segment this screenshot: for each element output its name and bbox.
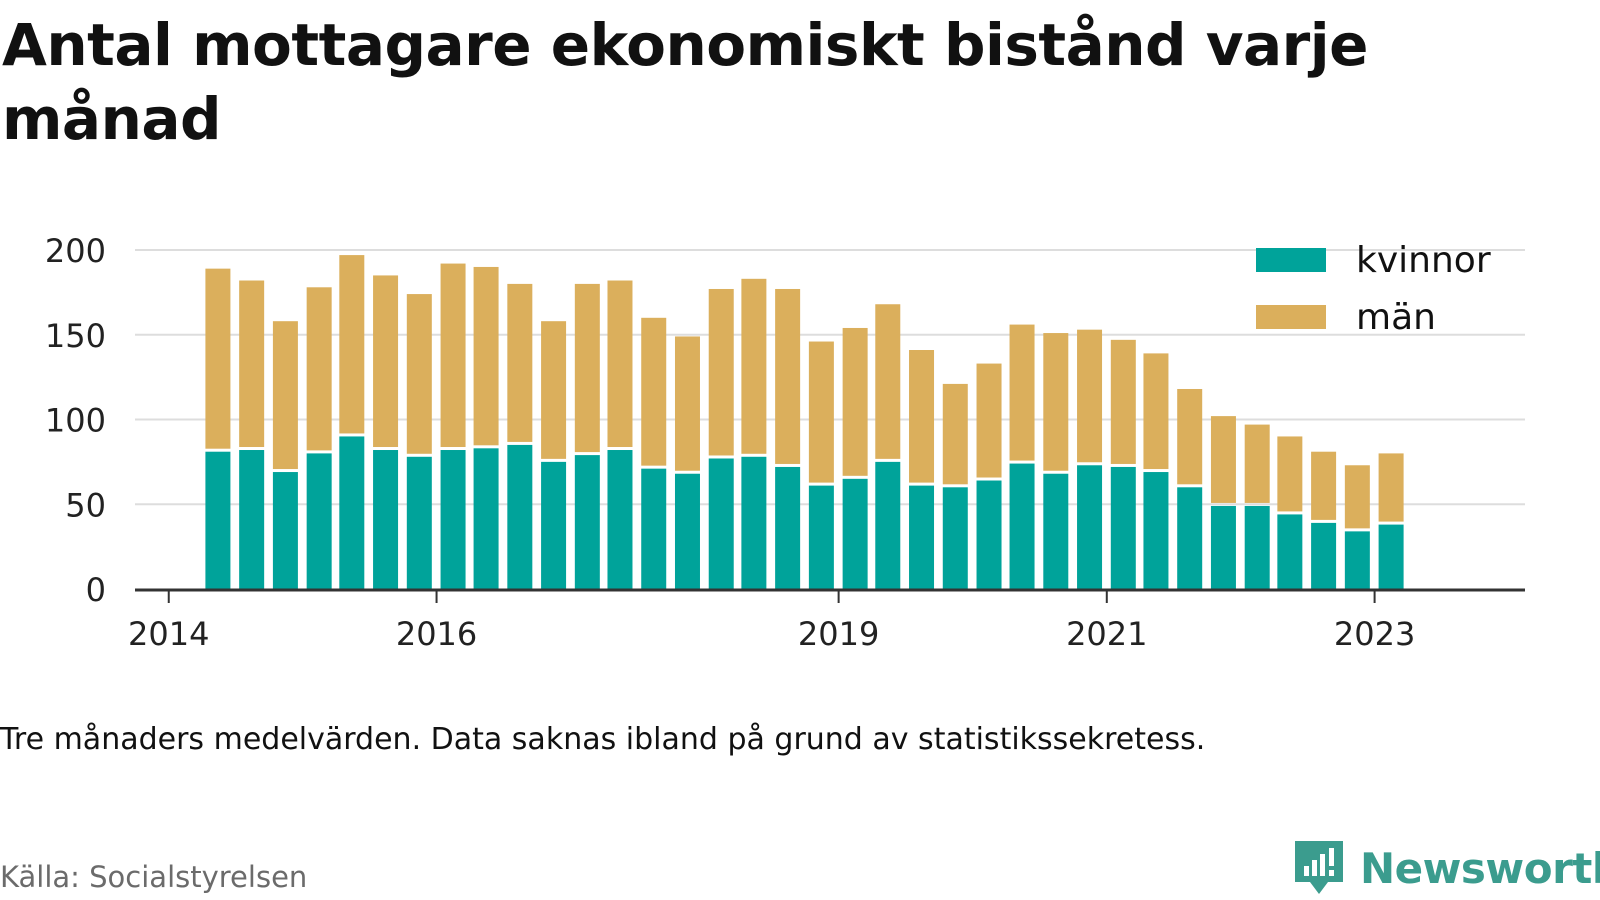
- x-tick-label: 2019: [798, 615, 879, 653]
- bar-kvinnor: [373, 450, 399, 589]
- bar-man: [239, 280, 265, 448]
- bar-man: [1277, 436, 1303, 512]
- bar-man: [339, 255, 365, 434]
- bar-man: [708, 288, 734, 456]
- bar-kvinnor: [339, 436, 365, 589]
- legend-label-man: män: [1356, 297, 1436, 338]
- x-tick-label: 2014: [128, 615, 209, 653]
- y-tick-label: 100: [45, 402, 106, 440]
- legend: kvinnor män: [1256, 240, 1491, 338]
- bar-man: [1043, 333, 1069, 471]
- bar-man: [775, 288, 801, 464]
- x-tick-label: 2021: [1066, 615, 1147, 653]
- bar-kvinnor: [1043, 473, 1069, 589]
- bar-kvinnor: [674, 473, 700, 589]
- bar-kvinnor: [1009, 463, 1035, 589]
- bar-kvinnor: [708, 458, 734, 589]
- bar-chart: 0 50 100 150 200 2014 2016 2019 2021 2023 kvinnor…: [45, 232, 1525, 653]
- bar-man: [1311, 451, 1337, 520]
- bar-man: [507, 283, 533, 442]
- bar-kvinnor: [1378, 524, 1404, 589]
- bar-man: [541, 321, 567, 459]
- bar-kvinnor: [842, 478, 868, 589]
- chart-note: Tre månaders medelvärden. Data saknas ib…: [0, 722, 1206, 757]
- bar-man: [1009, 324, 1035, 461]
- bar-man: [406, 294, 432, 454]
- y-tick-label: 50: [65, 486, 106, 524]
- bar-kvinnor: [205, 451, 231, 589]
- bar-man: [205, 268, 231, 449]
- bar-kvinnor: [1311, 522, 1337, 589]
- y-tick-label: 150: [45, 317, 106, 355]
- bar-man: [440, 263, 466, 448]
- y-tick-label: 200: [45, 232, 106, 270]
- bar-kvinnor: [239, 450, 265, 589]
- y-tick-label: 0: [86, 571, 106, 609]
- bar-man: [875, 304, 901, 459]
- bar-man: [842, 327, 868, 476]
- bar-kvinnor: [775, 466, 801, 589]
- bar-kvinnor: [976, 480, 1002, 589]
- bar-man: [1244, 424, 1270, 503]
- axes: 0 50 100 150 200 2014 2016 2019 2021 2023: [45, 232, 1525, 653]
- bar-man: [909, 350, 935, 483]
- newsworthy-logo-icon: [1295, 841, 1343, 894]
- bar-kvinnor: [1244, 505, 1270, 589]
- legend-swatch-man: [1256, 305, 1326, 329]
- bar-man: [1210, 416, 1236, 503]
- source-text: Källa: Socialstyrelsen: [0, 860, 308, 894]
- bar-man: [473, 266, 499, 446]
- bar-kvinnor: [1210, 505, 1236, 589]
- bar-man: [1378, 453, 1404, 522]
- bar-kvinnor: [306, 453, 332, 589]
- x-tick-label: 2023: [1334, 615, 1415, 653]
- x-tick-label: 2016: [396, 615, 477, 653]
- legend-swatch-kvinnor: [1256, 248, 1326, 272]
- bar-kvinnor: [541, 461, 567, 589]
- bar-man: [1143, 353, 1169, 470]
- bar-man: [808, 341, 834, 483]
- bar-kvinnor: [272, 472, 298, 589]
- bar-kvinnor: [607, 450, 633, 589]
- bar-kvinnor: [473, 448, 499, 589]
- bar-kvinnor: [507, 444, 533, 589]
- bar-man: [607, 280, 633, 448]
- bar-kvinnor: [1143, 472, 1169, 589]
- bar-man: [1077, 329, 1103, 463]
- bar-man: [1110, 339, 1136, 464]
- newsworthy-logo[interactable]: Newsworthy: [1292, 838, 1600, 898]
- bar-kvinnor: [741, 456, 767, 589]
- bar-man: [574, 283, 600, 453]
- legend-label-kvinnor: kvinnor: [1356, 240, 1491, 281]
- bar-kvinnor: [1177, 487, 1203, 589]
- bar-man: [741, 278, 767, 454]
- bar-kvinnor: [1077, 465, 1103, 589]
- bar-kvinnor: [1344, 531, 1370, 589]
- bar-kvinnor: [808, 485, 834, 589]
- bar-kvinnor: [574, 455, 600, 589]
- bar-man: [272, 321, 298, 470]
- chart-title: Antal mottagare ekonomiskt bistånd varje…: [2, 11, 1369, 153]
- bars: [205, 255, 1404, 589]
- bar-man: [1177, 388, 1203, 485]
- brand-name: Newsworthy: [1360, 844, 1600, 893]
- bar-kvinnor: [406, 456, 432, 589]
- bar-man: [306, 287, 332, 451]
- bar-kvinnor: [909, 485, 935, 589]
- bar-kvinnor: [1277, 514, 1303, 589]
- bar-man: [1344, 465, 1370, 529]
- bar-kvinnor: [942, 487, 968, 589]
- bar-man: [976, 363, 1002, 478]
- bar-man: [674, 336, 700, 471]
- bar-kvinnor: [875, 461, 901, 589]
- bar-man: [942, 383, 968, 485]
- bar-man: [641, 317, 667, 466]
- bar-kvinnor: [641, 468, 667, 589]
- bar-kvinnor: [1110, 466, 1136, 589]
- bar-kvinnor: [440, 450, 466, 589]
- bar-man: [373, 275, 399, 448]
